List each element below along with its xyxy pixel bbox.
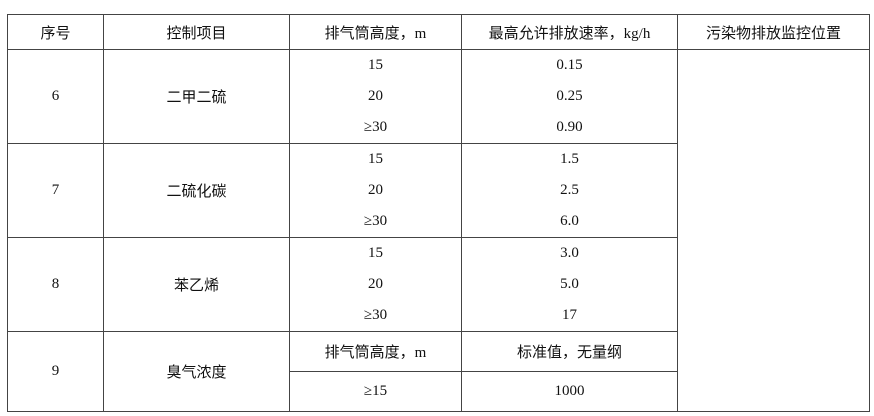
stack-height: 20 <box>289 269 462 300</box>
sub-header-height: 排气筒高度，m <box>289 331 462 372</box>
emission-limits-table: 序号 控制项目 排气筒高度，m 最高允许排放速率，kg/h 污染物排放监控位置 … <box>7 14 870 412</box>
table-row: 6 二甲二硫 15 0.15 <box>7 49 870 412</box>
control-item: 二甲二硫 <box>103 49 290 144</box>
row-number: 8 <box>7 237 104 332</box>
stack-height: 20 <box>289 81 462 112</box>
stack-height: ≥30 <box>289 112 462 144</box>
row-number: 6 <box>7 49 104 144</box>
table-row: ≥30 17 <box>8 300 870 332</box>
header-monitor: 污染物排放监控位置 <box>677 14 870 50</box>
header-no: 序号 <box>7 14 104 50</box>
max-rate: 3.0 <box>461 237 678 269</box>
max-rate: 0.25 <box>461 81 678 112</box>
stack-height: 15 <box>289 237 462 269</box>
header-rate: 最高允许排放速率，kg/h <box>461 14 678 50</box>
table-row: ≥15 1000 <box>8 371 870 412</box>
standard-value: 1000 <box>461 371 678 412</box>
header-item: 控制项目 <box>103 14 290 50</box>
control-item: 臭气浓度 <box>103 331 290 412</box>
max-rate: 2.5 <box>461 175 678 206</box>
max-rate: 17 <box>461 300 678 332</box>
table-row: 8 苯乙烯 15 3.0 <box>7 237 870 332</box>
stack-height: 15 <box>289 143 462 175</box>
header-height: 排气筒高度，m <box>289 14 462 50</box>
stack-height: ≥30 <box>289 300 462 332</box>
header-row: 序号 控制项目 排气筒高度，m 最高允许排放速率，kg/h 污染物排放监控位置 <box>7 14 870 50</box>
max-rate: 0.90 <box>461 112 678 144</box>
sub-header-value: 标准值，无量纲 <box>461 331 678 372</box>
monitor-location <box>677 49 870 412</box>
stack-height: ≥15 <box>289 371 462 412</box>
row-number: 9 <box>7 331 104 412</box>
stack-height: 20 <box>289 175 462 206</box>
max-rate: 0.15 <box>461 49 678 81</box>
table-row: 20 0.25 <box>8 81 870 112</box>
table-row: 9 臭气浓度 排气筒高度，m 标准值，无量纲 <box>7 331 870 412</box>
max-rate: 1.5 <box>461 143 678 175</box>
control-item: 二硫化碳 <box>103 143 290 238</box>
max-rate: 6.0 <box>461 206 678 238</box>
table-row: 20 2.5 <box>8 175 870 206</box>
row-number: 7 <box>7 143 104 238</box>
stack-height: ≥30 <box>289 206 462 238</box>
control-item: 苯乙烯 <box>103 237 290 332</box>
table-row: ≥30 6.0 <box>8 206 870 238</box>
table-row: 20 5.0 <box>8 269 870 300</box>
max-rate: 5.0 <box>461 269 678 300</box>
stack-height: 15 <box>289 49 462 81</box>
